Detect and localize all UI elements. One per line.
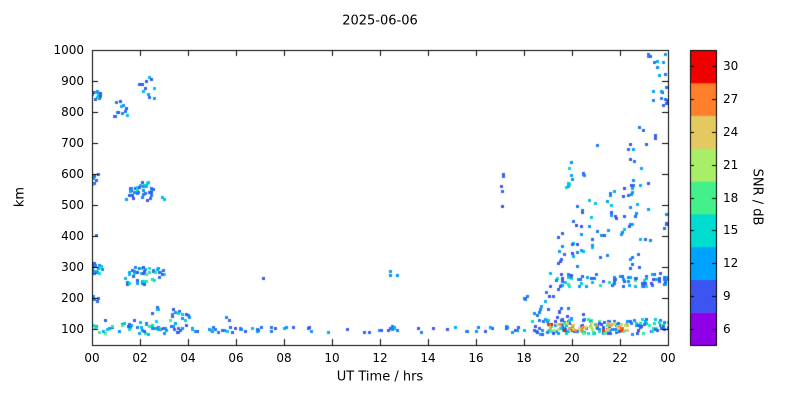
x-tick-label: 14 — [420, 351, 436, 365]
y-tick-label: 700 — [61, 136, 84, 151]
x-tick-label: 20 — [564, 351, 580, 365]
colorbar-tick-label: 18 — [723, 190, 739, 205]
chart-title: 2025-06-06 — [342, 13, 418, 29]
x-tick-label: 22 — [612, 351, 628, 365]
y-tick-label: 900 — [61, 74, 84, 89]
x-tick-label: 18 — [516, 351, 532, 365]
x-tick-label: 00 — [84, 351, 100, 365]
x-tick-label: 08 — [276, 351, 292, 365]
colorbar-tick-label: 6 — [723, 321, 731, 336]
colorbar-tick-label: 24 — [723, 124, 739, 139]
x-tick-label: 16 — [468, 351, 484, 365]
x-tick-label: 00 — [660, 351, 676, 365]
x-tick-label: 10 — [324, 351, 340, 365]
colorbar-tick-label: 9 — [723, 288, 731, 303]
x-tick-label: 06 — [228, 351, 244, 365]
colorbar-tick-label: 21 — [723, 157, 739, 172]
y-tick-label: 100 — [61, 322, 84, 337]
y-tick-label: 400 — [61, 229, 84, 244]
colorbar-tick-label: 12 — [723, 256, 739, 271]
colorbar-tick-label: 30 — [723, 59, 739, 74]
y-tick-label: 300 — [61, 260, 84, 275]
y-tick-label: 1000 — [53, 43, 84, 57]
y-tick-label: 800 — [61, 105, 84, 120]
x-tick-label: 12 — [372, 351, 388, 365]
y-axis-label: km — [12, 186, 28, 208]
colorbar-tick-label: 27 — [723, 92, 739, 107]
x-axis-label: UT Time / hrs — [336, 369, 424, 385]
y-tick-label: 600 — [61, 167, 84, 182]
colorbar-tick-label: 15 — [723, 223, 739, 238]
x-tick-label: 02 — [132, 351, 148, 365]
colorbar-label: SNR / dB — [749, 168, 765, 226]
y-tick-label: 500 — [61, 198, 84, 213]
x-tick-label: 04 — [180, 351, 196, 365]
y-tick-label: 200 — [61, 291, 84, 306]
